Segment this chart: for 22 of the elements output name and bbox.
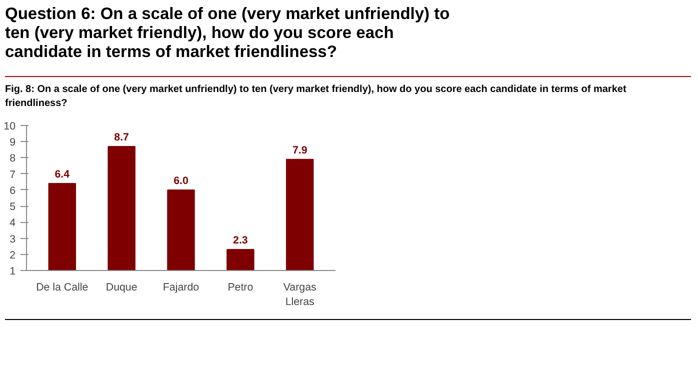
data-label: 2.3 — [233, 235, 248, 248]
y-tick-label: 9 — [10, 137, 16, 150]
x-tick-label: Fajardo — [162, 282, 200, 294]
data-label: 8.7 — [114, 132, 130, 144]
y-tick-label: 3 — [10, 234, 16, 246]
y-tick-label: 6 — [10, 185, 16, 198]
y-tick-label: 2 — [10, 250, 16, 262]
y-tick-label: 10 — [4, 120, 16, 133]
data-label: 6.0 — [174, 175, 188, 188]
chart-subtitle: Fig. 8: On a scale of one (very market unfriendly) to ten (very market friendly), how do you score each candidate in terms of market friendliness? — [5, 82, 628, 112]
y-tick-label: 4 — [10, 218, 16, 230]
y-tick-label: 8 — [10, 153, 16, 166]
x-tick-label: Petro — [228, 282, 254, 294]
y-tick-label: 7 — [10, 169, 16, 182]
chart-title: Question 6: On a scale of one (very market unfriendly) to ten (very market friendly), how do you score each candidate in terms of market friendliness? — [5, 5, 451, 62]
data-label: 7.9 — [292, 144, 308, 157]
y-tick-label: 1 — [10, 266, 16, 278]
x-tick-label: Duque — [106, 282, 138, 294]
x-tick-label: Vargas Lleras — [283, 282, 316, 308]
data-label: 6.4 — [54, 168, 70, 181]
x-tick-label: De la Calle — [36, 282, 88, 294]
y-tick-label: 5 — [10, 202, 16, 214]
